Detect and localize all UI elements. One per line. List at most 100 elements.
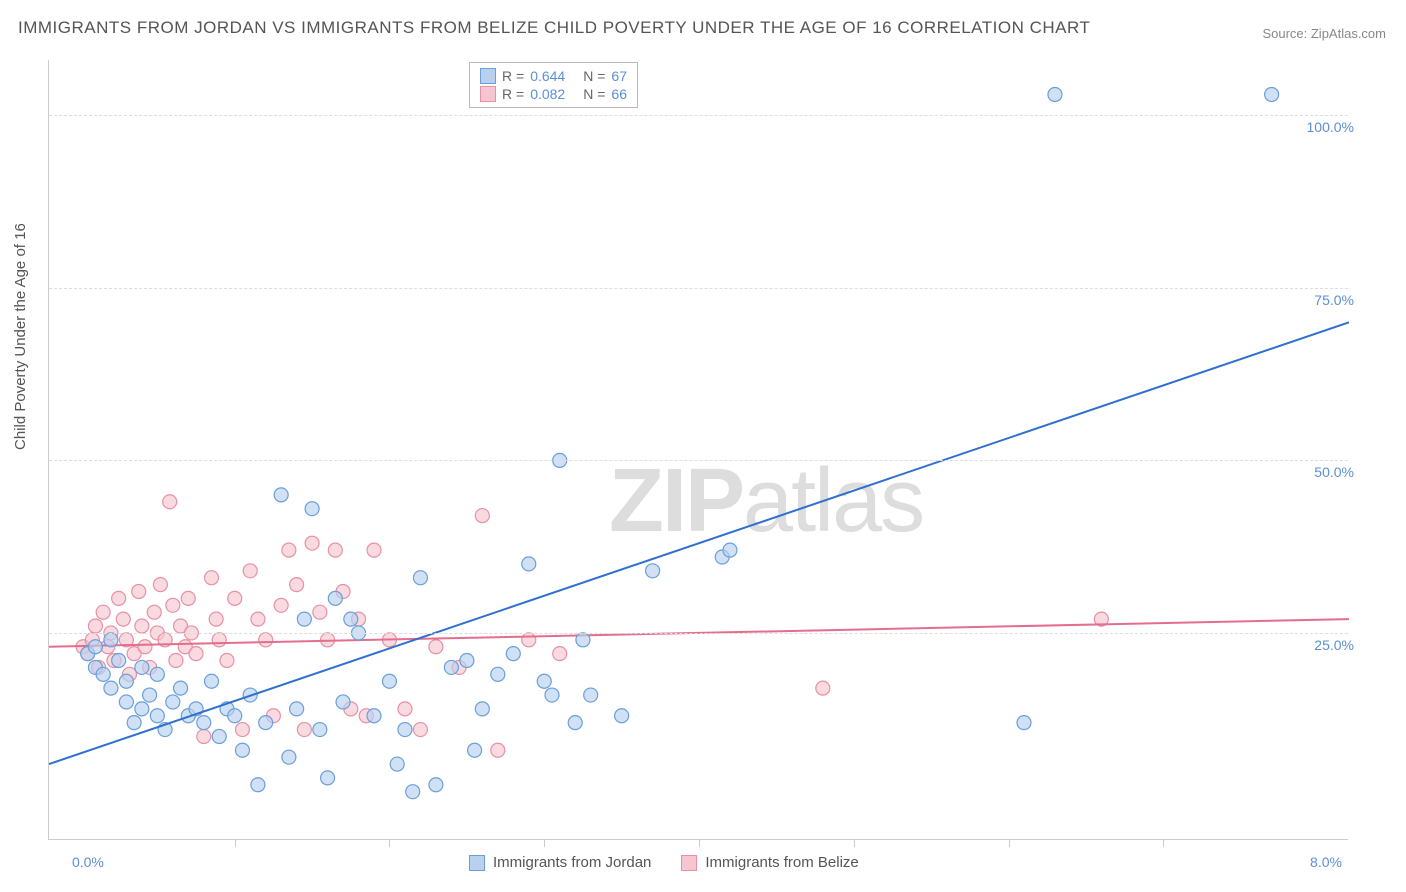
data-point bbox=[132, 585, 146, 599]
r-label: R = bbox=[502, 86, 524, 102]
data-point bbox=[398, 702, 412, 716]
data-point bbox=[398, 723, 412, 737]
r-label: R = bbox=[502, 68, 524, 84]
gridline bbox=[49, 460, 1348, 461]
data-point bbox=[282, 543, 296, 557]
data-point bbox=[150, 667, 164, 681]
data-point bbox=[119, 695, 133, 709]
data-point bbox=[390, 757, 404, 771]
data-point bbox=[297, 612, 311, 626]
data-point bbox=[646, 564, 660, 578]
data-point bbox=[313, 605, 327, 619]
data-point bbox=[305, 502, 319, 516]
x-tick bbox=[854, 839, 855, 847]
data-point bbox=[321, 771, 335, 785]
data-point bbox=[251, 778, 265, 792]
data-point bbox=[116, 612, 130, 626]
data-point bbox=[274, 598, 288, 612]
x-tick bbox=[544, 839, 545, 847]
data-point bbox=[297, 723, 311, 737]
data-point bbox=[313, 723, 327, 737]
data-point bbox=[235, 743, 249, 757]
chart-svg bbox=[49, 60, 1348, 839]
y-tick-label: 75.0% bbox=[1294, 292, 1354, 308]
data-point bbox=[147, 605, 161, 619]
data-point bbox=[235, 723, 249, 737]
legend-label-belize: Immigrants from Belize bbox=[705, 854, 858, 871]
x-tick bbox=[235, 839, 236, 847]
x-tick-label: 8.0% bbox=[1310, 854, 1342, 870]
data-point bbox=[444, 660, 458, 674]
legend-swatch-belize bbox=[681, 855, 697, 871]
data-point bbox=[88, 619, 102, 633]
data-point bbox=[274, 488, 288, 502]
data-point bbox=[367, 709, 381, 723]
data-point bbox=[220, 654, 234, 668]
data-point bbox=[336, 695, 350, 709]
data-point bbox=[576, 633, 590, 647]
data-point bbox=[475, 509, 489, 523]
y-axis-title: Child Poverty Under the Age of 16 bbox=[12, 223, 29, 450]
data-point bbox=[112, 654, 126, 668]
correlation-legend: R = 0.644 N = 67 R = 0.082 N = 66 bbox=[469, 62, 638, 108]
r-value-jordan: 0.644 bbox=[530, 68, 565, 84]
source-link[interactable]: ZipAtlas.com bbox=[1311, 26, 1386, 41]
data-point bbox=[506, 647, 520, 661]
data-point bbox=[468, 743, 482, 757]
data-point bbox=[143, 688, 157, 702]
n-value-belize: 66 bbox=[611, 86, 627, 102]
data-point bbox=[1048, 88, 1062, 102]
x-tick bbox=[389, 839, 390, 847]
data-point bbox=[344, 612, 358, 626]
data-point bbox=[174, 681, 188, 695]
data-point bbox=[104, 681, 118, 695]
data-point bbox=[119, 674, 133, 688]
y-tick-label: 50.0% bbox=[1294, 464, 1354, 480]
y-tick-label: 25.0% bbox=[1294, 637, 1354, 653]
data-point bbox=[290, 702, 304, 716]
data-point bbox=[413, 571, 427, 585]
legend-label-jordan: Immigrants from Jordan bbox=[493, 854, 651, 871]
data-point bbox=[163, 495, 177, 509]
data-point bbox=[243, 564, 257, 578]
data-point bbox=[104, 633, 118, 647]
data-point bbox=[228, 591, 242, 605]
legend-row-belize: R = 0.082 N = 66 bbox=[480, 85, 627, 103]
x-tick bbox=[1009, 839, 1010, 847]
data-point bbox=[212, 633, 226, 647]
r-value-belize: 0.082 bbox=[530, 86, 565, 102]
gridline bbox=[49, 633, 1348, 634]
data-point bbox=[169, 654, 183, 668]
legend-item-belize: Immigrants from Belize bbox=[681, 854, 858, 871]
data-point bbox=[413, 723, 427, 737]
legend-swatch-belize bbox=[480, 86, 496, 102]
data-point bbox=[367, 543, 381, 557]
data-point bbox=[475, 702, 489, 716]
data-point bbox=[545, 688, 559, 702]
data-point bbox=[382, 674, 396, 688]
data-point bbox=[568, 716, 582, 730]
data-point bbox=[153, 578, 167, 592]
data-point bbox=[282, 750, 296, 764]
data-point bbox=[816, 681, 830, 695]
data-point bbox=[150, 709, 164, 723]
source-label: Source: bbox=[1262, 26, 1310, 41]
data-point bbox=[112, 591, 126, 605]
data-point bbox=[429, 778, 443, 792]
data-point bbox=[96, 605, 110, 619]
data-point bbox=[228, 709, 242, 723]
data-point bbox=[584, 688, 598, 702]
data-point bbox=[290, 578, 304, 592]
data-point bbox=[127, 716, 141, 730]
data-point bbox=[197, 729, 211, 743]
legend-swatch-jordan bbox=[480, 68, 496, 84]
x-tick-label: 0.0% bbox=[72, 854, 104, 870]
data-point bbox=[251, 612, 265, 626]
data-point bbox=[138, 640, 152, 654]
data-point bbox=[615, 709, 629, 723]
data-point bbox=[135, 619, 149, 633]
plot-area: ZIPatlas R = 0.644 N = 67 R = 0.082 N = … bbox=[48, 60, 1348, 840]
legend-row-jordan: R = 0.644 N = 67 bbox=[480, 67, 627, 85]
data-point bbox=[406, 785, 420, 799]
data-point bbox=[189, 647, 203, 661]
